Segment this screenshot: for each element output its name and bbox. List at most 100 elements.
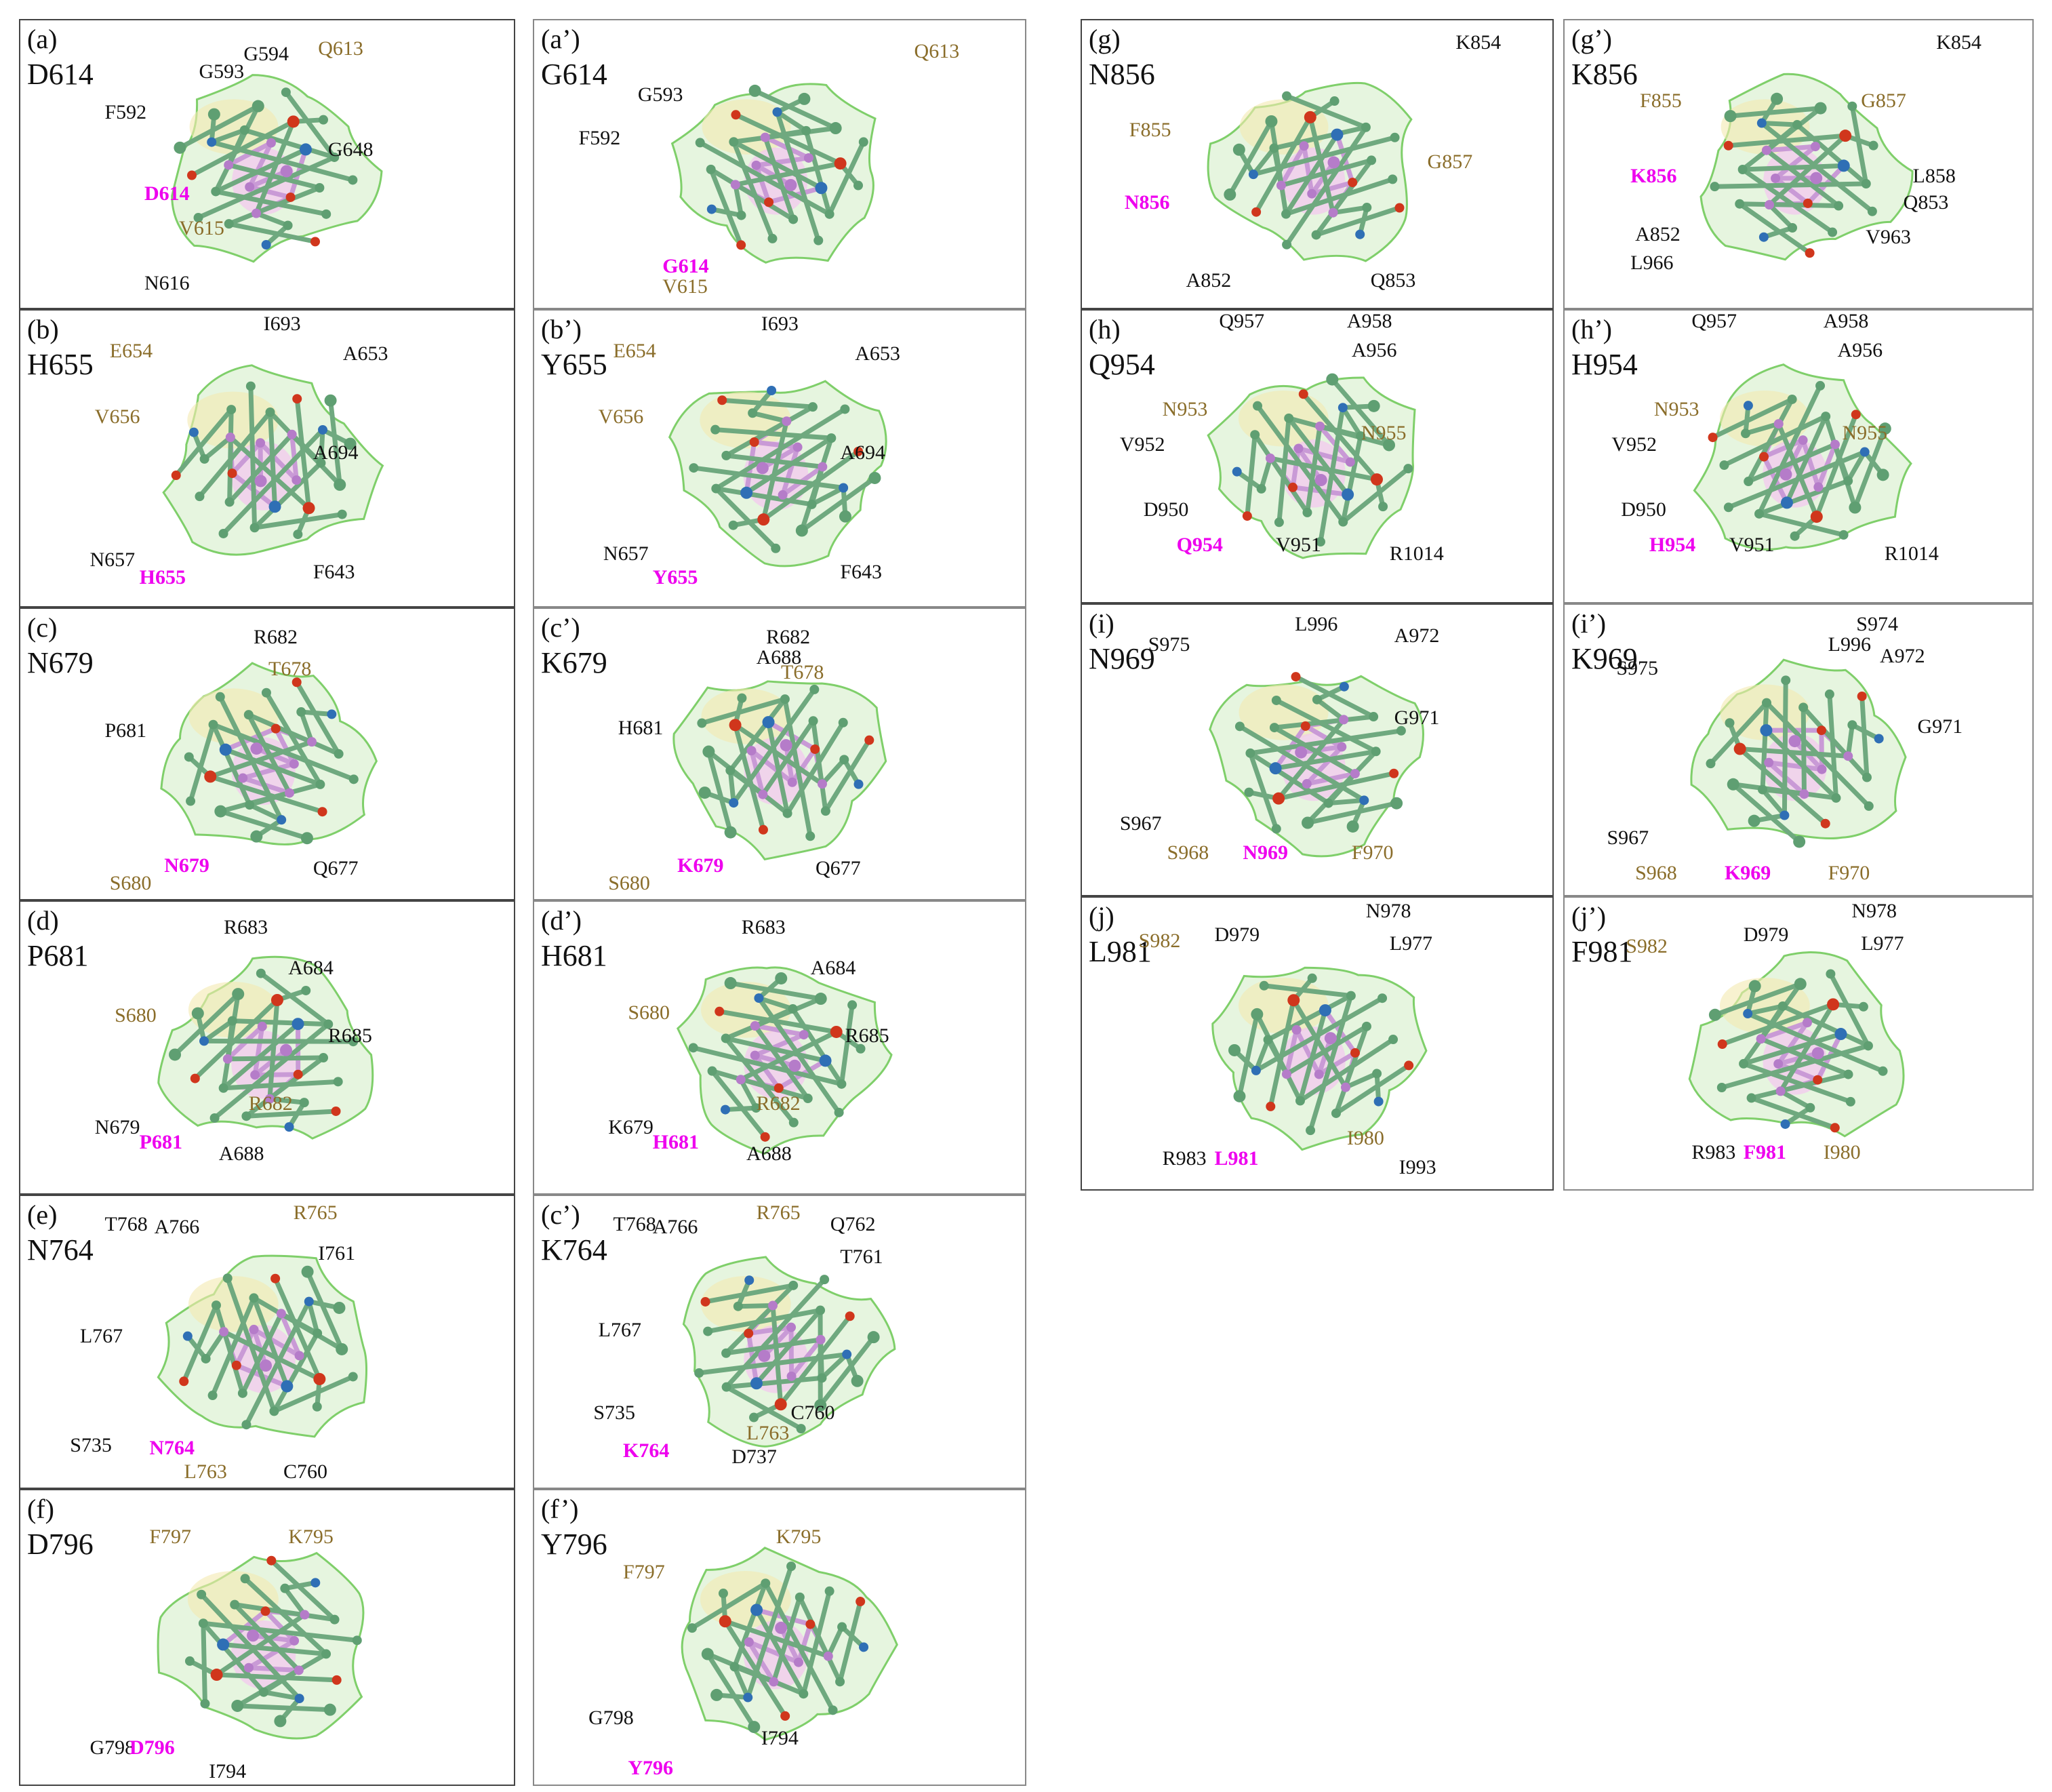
atom bbox=[1788, 222, 1798, 233]
bond bbox=[211, 722, 252, 808]
atom bbox=[820, 806, 830, 816]
atom bbox=[786, 1322, 797, 1332]
bond bbox=[756, 995, 842, 1115]
atom bbox=[788, 1280, 799, 1290]
panel-e2: (c’) K764 T768 A766 R765 Q762 T761 L767 S735 C760… bbox=[533, 1195, 1026, 1489]
atom bbox=[1876, 469, 1889, 481]
atom bbox=[1794, 978, 1807, 991]
atom bbox=[1245, 748, 1255, 758]
atom bbox=[760, 1132, 770, 1142]
bond bbox=[754, 155, 811, 168]
atom bbox=[1350, 1048, 1361, 1058]
bond bbox=[826, 1625, 845, 1659]
bond bbox=[283, 89, 337, 160]
residue-label: S982 bbox=[1626, 935, 1668, 958]
atom bbox=[856, 1597, 866, 1607]
atom bbox=[1388, 174, 1398, 184]
atom bbox=[1815, 380, 1826, 391]
atom bbox=[1329, 96, 1340, 106]
bond bbox=[1276, 717, 1346, 801]
atom bbox=[291, 475, 302, 485]
bond bbox=[823, 738, 872, 814]
atom bbox=[171, 471, 181, 481]
atom bbox=[1324, 1032, 1337, 1045]
bond bbox=[1274, 698, 1379, 754]
bond bbox=[837, 1599, 863, 1684]
mutation-site-name: Q954 bbox=[1089, 348, 1155, 381]
residue-label: Q853 bbox=[1903, 191, 1949, 214]
bond bbox=[1745, 1011, 1886, 1074]
panel-a2: (a’) G614 Q613 G593 F592 G614 V615 bbox=[533, 19, 1026, 309]
atom bbox=[1266, 1101, 1276, 1111]
bond bbox=[196, 155, 337, 220]
residue-label: N978 bbox=[1851, 900, 1897, 923]
atom bbox=[241, 1111, 252, 1121]
atom bbox=[1361, 1021, 1371, 1031]
bond bbox=[201, 1620, 266, 1695]
molecular-surface-render bbox=[160, 662, 378, 845]
residue-label: A766 bbox=[652, 1216, 698, 1239]
mutated-residue-label: H954 bbox=[1649, 533, 1696, 556]
atom bbox=[826, 433, 837, 443]
atom bbox=[1859, 447, 1870, 457]
atom bbox=[1739, 1058, 1749, 1069]
residue-label: V963 bbox=[1866, 225, 1911, 248]
bond bbox=[746, 1325, 794, 1336]
residue-label: V615 bbox=[179, 217, 224, 240]
residue-label: K854 bbox=[1936, 31, 1981, 54]
atom bbox=[695, 138, 705, 148]
bond bbox=[230, 440, 263, 476]
atom bbox=[1799, 789, 1809, 799]
bond bbox=[1251, 146, 1276, 177]
atom bbox=[1377, 993, 1388, 1003]
bond bbox=[1708, 700, 1769, 766]
atom bbox=[211, 1300, 221, 1311]
bond bbox=[282, 1586, 307, 1618]
atom bbox=[294, 1351, 304, 1361]
bond bbox=[752, 1032, 807, 1058]
atom bbox=[283, 220, 293, 231]
panel-label: (j) bbox=[1089, 901, 1114, 932]
atom bbox=[331, 1106, 341, 1116]
atom bbox=[1269, 143, 1279, 153]
atom bbox=[784, 178, 797, 191]
bond bbox=[723, 1618, 831, 1659]
panel-label: (i’) bbox=[1571, 608, 1607, 639]
residue-label: I693 bbox=[761, 313, 799, 336]
bond bbox=[221, 1021, 301, 1091]
atom bbox=[721, 1348, 731, 1358]
atom bbox=[1340, 1082, 1350, 1092]
residue-label: V656 bbox=[598, 405, 644, 428]
bond bbox=[797, 1595, 843, 1684]
bond bbox=[763, 1580, 836, 1713]
bond bbox=[732, 1664, 750, 1700]
atom bbox=[1725, 718, 1735, 728]
atom bbox=[740, 486, 753, 499]
bond bbox=[752, 1053, 782, 1091]
bond bbox=[201, 1018, 235, 1043]
atom bbox=[1259, 980, 1269, 991]
atom bbox=[707, 1066, 717, 1076]
bond bbox=[1302, 143, 1314, 197]
mutation-site-name: N969 bbox=[1089, 642, 1155, 675]
atom bbox=[219, 1327, 229, 1337]
atom bbox=[296, 707, 306, 717]
bond bbox=[199, 1592, 302, 1701]
bond bbox=[201, 1620, 360, 1643]
bond bbox=[1247, 751, 1279, 831]
atom bbox=[775, 972, 788, 984]
bond bbox=[230, 1018, 331, 1027]
panel-label: (c’) bbox=[541, 1199, 580, 1230]
atom bbox=[751, 1103, 761, 1113]
atom bbox=[706, 204, 717, 214]
bond bbox=[782, 696, 813, 839]
molecular-surface-render bbox=[1209, 672, 1424, 858]
residue-label: Q613 bbox=[318, 37, 363, 60]
atom bbox=[200, 1698, 210, 1709]
mutated-residue-label: D614 bbox=[144, 182, 190, 205]
bond bbox=[1340, 466, 1411, 525]
atom bbox=[240, 1574, 250, 1584]
residue-label: I761 bbox=[318, 1242, 356, 1265]
atom bbox=[1863, 1041, 1873, 1051]
atom bbox=[710, 424, 721, 435]
